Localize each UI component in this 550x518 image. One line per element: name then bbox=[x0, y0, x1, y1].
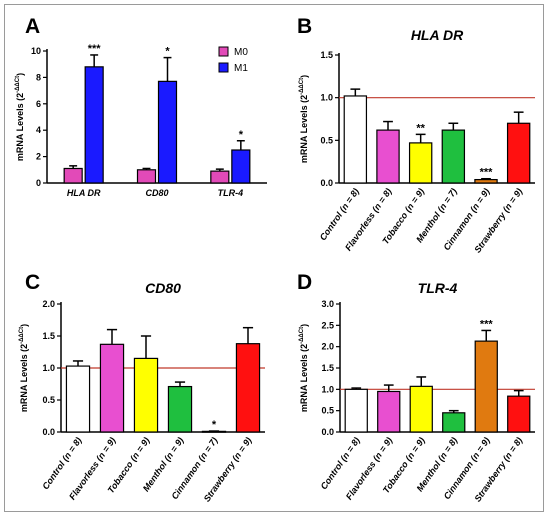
chart-title: TLR-4 bbox=[418, 280, 458, 296]
panel-letter: D bbox=[297, 271, 312, 294]
chart-title: HLA DR bbox=[411, 27, 464, 43]
y-tick-label: 2.0 bbox=[321, 342, 334, 352]
y-axis-label-main: mRNA Levels (2 bbox=[299, 344, 309, 412]
significance-label: ** bbox=[416, 122, 425, 134]
y-tick-label: 2.5 bbox=[321, 320, 334, 330]
y-axis-label-close: ) bbox=[15, 73, 25, 76]
y-axis-label-close: ) bbox=[299, 324, 309, 327]
bar bbox=[157, 80, 178, 184]
y-axis-label-close: ) bbox=[19, 324, 29, 327]
significance-label: * bbox=[165, 46, 170, 58]
bar bbox=[210, 170, 230, 184]
y-tick-label: 0.0 bbox=[320, 178, 333, 188]
y-tick-label: 1.0 bbox=[320, 93, 333, 103]
y-tick-label: 1.5 bbox=[321, 363, 334, 373]
legend-swatch bbox=[218, 62, 229, 73]
bar bbox=[507, 395, 531, 433]
bar bbox=[343, 95, 368, 184]
y-tick-label: 0 bbox=[36, 178, 41, 188]
y-axis-label-superscript: -ΔΔCt bbox=[299, 78, 305, 95]
y-tick-label: 1.5 bbox=[320, 50, 333, 60]
panel-letter: B bbox=[297, 15, 312, 38]
bar bbox=[377, 390, 401, 433]
y-tick-label: 2.0 bbox=[42, 299, 55, 309]
y-axis-label-superscript: -ΔΔCt bbox=[299, 327, 305, 344]
y-tick-label: 0.5 bbox=[320, 135, 333, 145]
y-tick-label: 10 bbox=[31, 46, 41, 56]
y-tick-label: 2 bbox=[36, 152, 41, 162]
bar bbox=[442, 412, 466, 433]
legend-label: M1 bbox=[234, 63, 248, 74]
significance-label: *** bbox=[480, 318, 494, 330]
bar bbox=[133, 357, 159, 433]
bar bbox=[99, 343, 125, 433]
bar bbox=[474, 340, 498, 433]
significance-label: *** bbox=[88, 43, 102, 55]
y-tick-label: 0.5 bbox=[42, 395, 55, 405]
y-tick-label: 1.0 bbox=[42, 363, 55, 373]
y-axis-label-close: ) bbox=[299, 75, 309, 78]
y-axis-label-main: mRNA Levels (2 bbox=[299, 95, 309, 163]
bar bbox=[344, 388, 368, 433]
y-axis-label-main: mRNA Levels (2 bbox=[19, 344, 29, 412]
y-axis-label: mRNA Levels (2-ΔΔCt) bbox=[299, 324, 309, 412]
y-tick-label: 4 bbox=[36, 125, 41, 135]
y-tick-label: 0.0 bbox=[321, 427, 334, 437]
y-tick-label: 1.5 bbox=[42, 331, 55, 341]
legend-swatch bbox=[218, 46, 229, 57]
bar bbox=[376, 129, 400, 184]
bar bbox=[63, 167, 83, 184]
y-tick-label: 0.0 bbox=[42, 427, 55, 437]
y-axis-label-main: mRNA Levels (2 bbox=[15, 93, 25, 161]
y-tick-label: 3.0 bbox=[321, 299, 334, 309]
y-axis-label: mRNA Levels (2-ΔΔCt) bbox=[15, 73, 25, 161]
significance-label: * bbox=[212, 419, 217, 431]
y-axis-label-superscript: -ΔΔCt bbox=[19, 327, 25, 344]
y-axis-label: mRNA Levels (2-ΔΔCt) bbox=[19, 324, 29, 412]
x-tick-label: CD80 bbox=[145, 188, 168, 198]
x-tick-label: HLA DR bbox=[67, 188, 101, 198]
y-tick-label: 1.0 bbox=[321, 384, 334, 394]
y-axis-label: mRNA Levels (2-ΔΔCt) bbox=[299, 75, 309, 163]
bar bbox=[409, 385, 433, 433]
bar bbox=[65, 365, 91, 433]
y-tick-label: 0.5 bbox=[321, 406, 334, 416]
y-tick-label: 8 bbox=[36, 72, 41, 82]
x-tick-label: TLR-4 bbox=[218, 188, 244, 198]
panel-letter: C bbox=[25, 271, 40, 294]
bar bbox=[408, 142, 433, 184]
panel-letter: A bbox=[25, 15, 40, 38]
chart-title: CD80 bbox=[145, 280, 181, 296]
bar bbox=[441, 129, 466, 184]
bar bbox=[167, 385, 193, 433]
bar bbox=[136, 169, 157, 184]
bar bbox=[474, 178, 498, 184]
significance-label: * bbox=[239, 129, 244, 141]
bar bbox=[235, 343, 261, 433]
bar bbox=[84, 66, 104, 184]
y-axis-label-superscript: -ΔΔCt bbox=[15, 76, 21, 93]
bar bbox=[231, 149, 251, 184]
y-tick-label: 6 bbox=[36, 99, 41, 109]
significance-label: *** bbox=[480, 167, 494, 179]
bar bbox=[506, 122, 531, 184]
legend-label: M0 bbox=[234, 47, 248, 58]
